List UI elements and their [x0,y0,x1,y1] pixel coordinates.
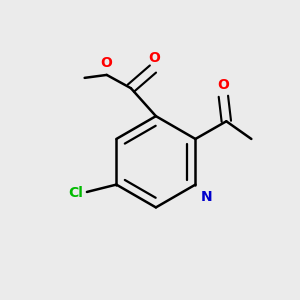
Text: Cl: Cl [68,186,83,200]
Text: O: O [148,52,160,65]
Text: N: N [201,190,212,204]
Text: O: O [218,78,229,92]
Text: O: O [100,56,112,70]
